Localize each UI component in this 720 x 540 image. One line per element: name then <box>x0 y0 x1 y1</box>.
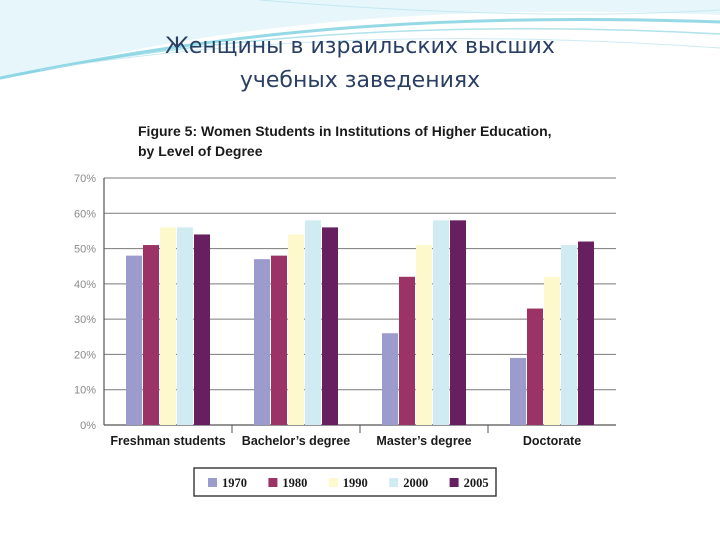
chart-title: Figure 5: Women Students in Institutions… <box>138 121 598 161</box>
slide-title: Женщины в израильских высших учебных зав… <box>0 30 720 98</box>
bar <box>416 245 432 425</box>
bar <box>544 276 560 425</box>
legend-label: 1990 <box>343 476 368 490</box>
legend-swatch <box>389 478 399 487</box>
bar <box>450 220 466 425</box>
y-tick-label: 50% <box>74 244 96 256</box>
y-tick-label: 10% <box>74 385 96 397</box>
legend-swatch <box>328 478 338 487</box>
bar <box>160 227 176 425</box>
chart-title-line1: Figure 5: Women Students in Institutions… <box>138 123 552 139</box>
y-tick-label: 40% <box>74 279 96 291</box>
y-tick-label: 70% <box>74 173 96 185</box>
bar <box>288 234 304 425</box>
legend-label: 1970 <box>222 476 247 490</box>
bar <box>399 276 415 425</box>
x-category-label: Doctorate <box>523 434 581 448</box>
legend-swatch <box>449 478 459 487</box>
bar <box>510 357 526 425</box>
legend-swatch <box>208 478 217 487</box>
y-tick-label: 0% <box>80 420 96 432</box>
bar <box>194 234 210 425</box>
legend-label: 2000 <box>403 476 428 490</box>
bar <box>177 227 193 425</box>
legend-label: 1980 <box>282 476 307 490</box>
bar <box>322 227 338 425</box>
slide-decoration-swoosh <box>0 0 720 80</box>
bar <box>271 255 287 425</box>
slide-title-line1: Женщины в израильских высших <box>165 34 555 59</box>
x-category-label: Bachelor’s degree <box>242 434 350 448</box>
bar <box>561 245 577 425</box>
legend-label: 2005 <box>464 476 489 490</box>
bar <box>382 333 398 425</box>
legend-box <box>193 467 497 497</box>
y-tick-label: 30% <box>74 314 96 326</box>
bar <box>143 245 159 425</box>
y-tick-label: 20% <box>74 349 96 361</box>
chart-subtitle: by Level of Degree <box>138 143 263 159</box>
x-category-label: Master’s degree <box>376 434 471 448</box>
y-tick-label: 60% <box>74 208 96 220</box>
bar <box>433 220 449 425</box>
bar <box>126 255 142 425</box>
x-category-label: Freshman students <box>110 434 225 448</box>
bar <box>578 241 594 425</box>
bar <box>305 220 321 425</box>
slide-title-line2: учебных заведениях <box>239 68 481 93</box>
bar <box>527 308 543 425</box>
legend-swatch <box>268 478 278 487</box>
bar <box>254 259 270 425</box>
